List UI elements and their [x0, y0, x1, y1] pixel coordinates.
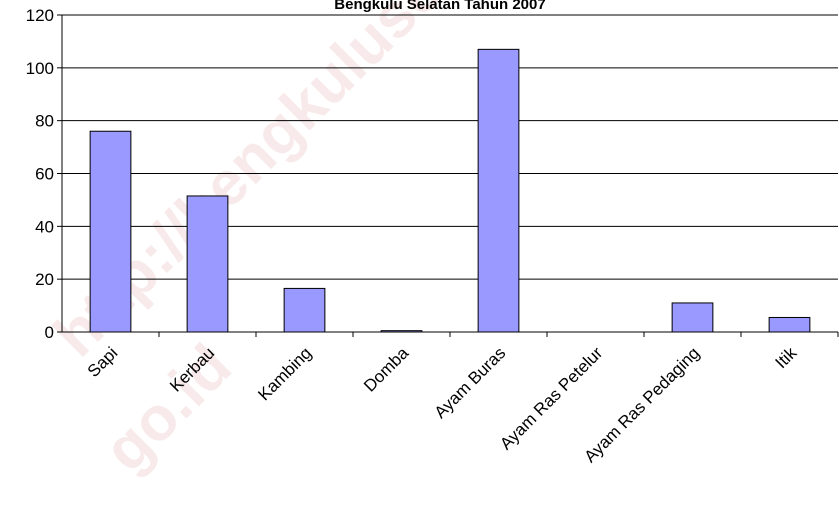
bar-itik — [768, 316, 811, 333]
bar-kambing — [283, 287, 326, 333]
y-tick-label-40: 40 — [35, 217, 54, 236]
x-tick-label-itik: Itik — [772, 343, 801, 372]
bar-ayam-buras — [477, 48, 520, 333]
x-tick-label-ayam-buras: Ayam Buras — [431, 343, 510, 422]
x-tick-label-ayam-ras-petelur: Ayam Ras Petelur — [496, 343, 606, 453]
y-tick-label-20: 20 — [35, 270, 54, 289]
bar-kerbau — [186, 195, 229, 333]
axes — [57, 14, 839, 337]
x-tick-label-kambing: Kambing — [254, 343, 315, 404]
chart-title: Bengkulu Selatan Tahun 2007 — [334, 0, 545, 13]
bars — [89, 48, 811, 333]
y-tick-label-0: 0 — [45, 323, 54, 342]
y-tick-label-60: 60 — [35, 165, 54, 184]
y-tick-label-80: 80 — [35, 112, 54, 131]
x-tick-label-domba: Domba — [360, 343, 413, 396]
bar-ayam-ras-pedaging — [671, 302, 714, 333]
y-tick-label-120: 120 — [26, 6, 54, 25]
bar-sapi — [89, 130, 132, 333]
y-tick-label-100: 100 — [26, 59, 54, 78]
y-axis-tick-labels: 0 20 40 60 80 100 120 — [26, 6, 54, 342]
